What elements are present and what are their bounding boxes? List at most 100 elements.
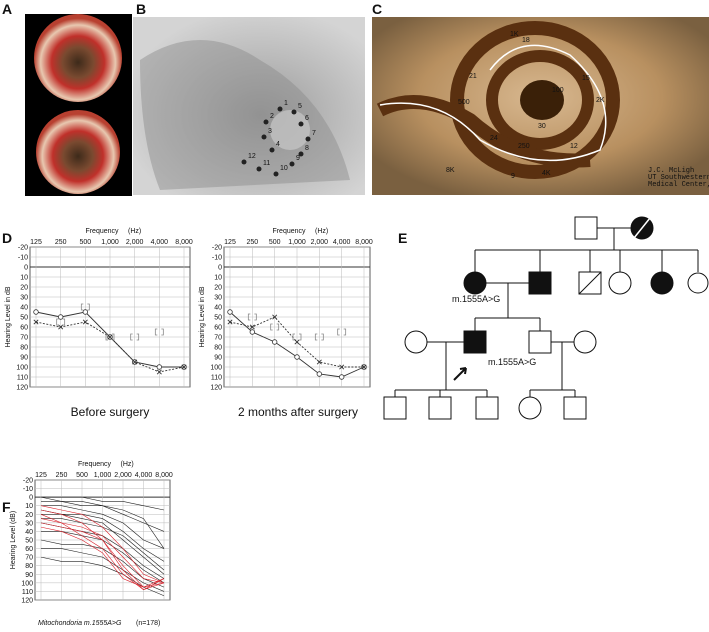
y-tick-label: 80 [20, 345, 28, 352]
y-tick-label: 10 [20, 275, 28, 282]
electrode-label: 5 [298, 103, 302, 110]
x-tick-label: 1,000 [94, 472, 112, 479]
data-point [82, 319, 88, 325]
x-tick-label: 250 [56, 472, 68, 479]
data-point [156, 364, 163, 370]
y-tick-label: -20 [23, 478, 33, 485]
panel-letter: A [2, 1, 12, 17]
x-tick-label: 125 [30, 239, 42, 246]
y-tick-label: 20 [25, 512, 33, 519]
frequency-label: 12 [570, 143, 578, 150]
y-tick-label: 70 [214, 335, 222, 342]
frequency-label: 30 [538, 123, 546, 130]
frequency-label: 15 [582, 75, 590, 82]
x-tick-label: 250 [55, 239, 67, 246]
y-tick-label: 110 [22, 589, 33, 596]
frequency-label: 500 [458, 99, 470, 106]
electrode-label: 7 [312, 130, 316, 137]
data-point [271, 339, 278, 345]
series-line [41, 496, 165, 511]
x-tick-label: 2,000 [114, 472, 132, 479]
y-tick-label: 10 [214, 275, 222, 282]
y-tick-label: 30 [214, 295, 222, 302]
data-point [56, 318, 66, 326]
photo-credit: J.C. McLigh [648, 167, 694, 175]
x-tick-label: 125 [35, 472, 47, 479]
photo-credit: Medical Center, Dallas [648, 181, 709, 189]
y-tick-label: 50 [25, 538, 33, 545]
x-tick-label: 500 [269, 239, 281, 246]
x-axis-unit: (Hz) [121, 461, 134, 468]
y-tick-label: 100 [21, 580, 33, 587]
cochlear-electrode [305, 136, 311, 142]
chart-caption: (n=178) [136, 620, 160, 627]
y-tick-label: 120 [16, 385, 28, 392]
cochlear-electrode [256, 166, 262, 172]
panel-letter: C [372, 1, 382, 17]
data-point [249, 324, 255, 330]
frequency-map-line [379, 44, 607, 162]
series-line [40, 526, 165, 588]
data-point [58, 324, 64, 330]
electrode-label: 2 [270, 113, 274, 120]
endoscopic-photo [36, 110, 120, 194]
cochlea-turn [376, 95, 591, 168]
y-tick-label: 60 [214, 325, 222, 332]
data-point [107, 334, 113, 340]
y-tick-label: 0 [29, 495, 33, 502]
panel-letter: F [2, 499, 11, 515]
x-axis-label: Frequency [272, 228, 306, 235]
y-tick-label: 40 [214, 305, 222, 312]
data-point [314, 333, 324, 341]
cochlear-electrode [277, 106, 283, 112]
x-tick-label: 500 [76, 472, 88, 479]
frequency-label: 9 [511, 173, 515, 180]
y-axis-label: Hearing Level in dB [199, 286, 206, 347]
genotype-label: m.1555A>G [488, 357, 536, 367]
cochlea-turn [450, 21, 620, 179]
y-tick-label: 40 [25, 529, 33, 536]
electrode-label: 8 [305, 145, 309, 152]
series-line [41, 505, 165, 549]
cochlea-turn [486, 50, 594, 150]
cochlear-electrode [269, 147, 275, 153]
electrode-label: 11 [263, 160, 270, 167]
electrode-label: 6 [305, 115, 309, 122]
cochlear-electrode [298, 121, 304, 127]
data-point [249, 329, 256, 335]
data-point [57, 314, 64, 320]
cochlear-electrode [298, 151, 304, 157]
ct-image [133, 17, 365, 195]
y-tick-label: 20 [20, 285, 28, 292]
data-point [338, 374, 345, 380]
cochlear-electrode [273, 171, 279, 177]
x-axis-label: Frequency [85, 228, 119, 235]
data-point [316, 371, 323, 377]
electrode-label: 10 [280, 165, 288, 172]
cochlear-electrode [291, 109, 297, 115]
ct-structure [270, 110, 310, 150]
y-tick-label: 70 [25, 555, 33, 562]
frequency-label: 18 [522, 37, 530, 44]
x-tick-label: 4,000 [151, 239, 169, 246]
series-line [41, 548, 165, 592]
data-point [156, 369, 162, 375]
y-tick-label: 60 [25, 546, 33, 553]
photo-credit: UT Southwestern [648, 174, 709, 182]
x-axis-label: Frequency [78, 461, 112, 468]
electrode-label: 9 [296, 155, 300, 162]
y-tick-label: 90 [20, 355, 28, 362]
y-tick-label: -10 [18, 255, 28, 262]
frequency-label: 21 [469, 73, 477, 80]
cochlea-apex [520, 80, 564, 120]
data-point [294, 354, 300, 360]
y-tick-label: -10 [212, 255, 222, 262]
pedigree [383, 216, 709, 420]
y-tick-label: 80 [25, 563, 33, 570]
y-tick-label: 40 [20, 305, 28, 312]
chart-caption: 2 months after surgery [238, 405, 358, 419]
data-point [132, 359, 138, 365]
x-tick-label: 4,000 [333, 239, 351, 246]
y-tick-label: 70 [20, 335, 28, 342]
data-point [80, 303, 90, 311]
